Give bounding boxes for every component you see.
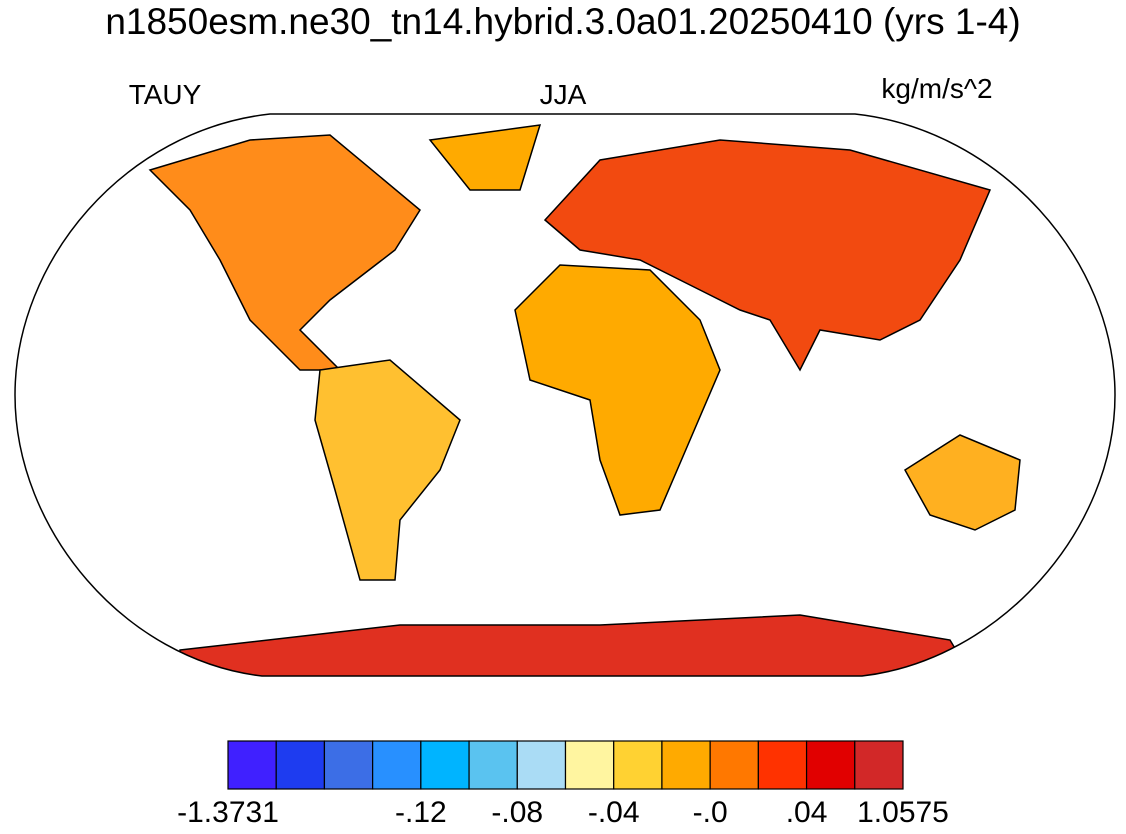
colorbar-box: [757, 740, 808, 790]
colorbar-label: -.0: [693, 796, 728, 829]
units-label: kg/m/s^2: [881, 73, 992, 104]
colorbar-box: [227, 740, 277, 790]
colorbar-box: [564, 740, 615, 790]
colorbar-box: [420, 740, 470, 790]
colorbar-label: -1.3731: [177, 796, 279, 829]
colorbar-label: .04: [786, 796, 828, 829]
greenland: [428, 124, 542, 191]
title: n1850esm.ne30_tn14.hybrid.3.0a01.2025041…: [105, 1, 1020, 42]
colorbar-box: [854, 740, 904, 790]
colorbar-label: -.08: [491, 796, 543, 829]
south-america: [314, 359, 461, 581]
colorbar-box: [709, 740, 759, 790]
colorbar-label: 1.0575: [857, 796, 949, 829]
eurasia: [543, 139, 992, 372]
variable-label: TAUY: [129, 79, 202, 110]
colorbar-box: [275, 740, 326, 790]
map: [14, 113, 1116, 677]
australia: [904, 434, 1021, 531]
season-label: JJA: [540, 79, 587, 110]
colorbar-box: [468, 740, 518, 790]
colorbar-label: -.04: [588, 796, 640, 829]
colorbar-box: [661, 740, 711, 790]
colorbar-box: [613, 740, 663, 790]
colorbar-box: [516, 740, 567, 790]
colorbar-box: [323, 740, 374, 790]
colorbar-label: -.12: [395, 796, 447, 829]
africa: [514, 264, 721, 516]
colorbar-box: [372, 740, 422, 790]
antarctica: [179, 614, 982, 676]
north-america: [148, 134, 421, 371]
colorbar-box: [805, 740, 856, 790]
colorbar: -1.3731 -.12 -.08 -.04 -.0 .04 1.0575: [177, 740, 949, 829]
